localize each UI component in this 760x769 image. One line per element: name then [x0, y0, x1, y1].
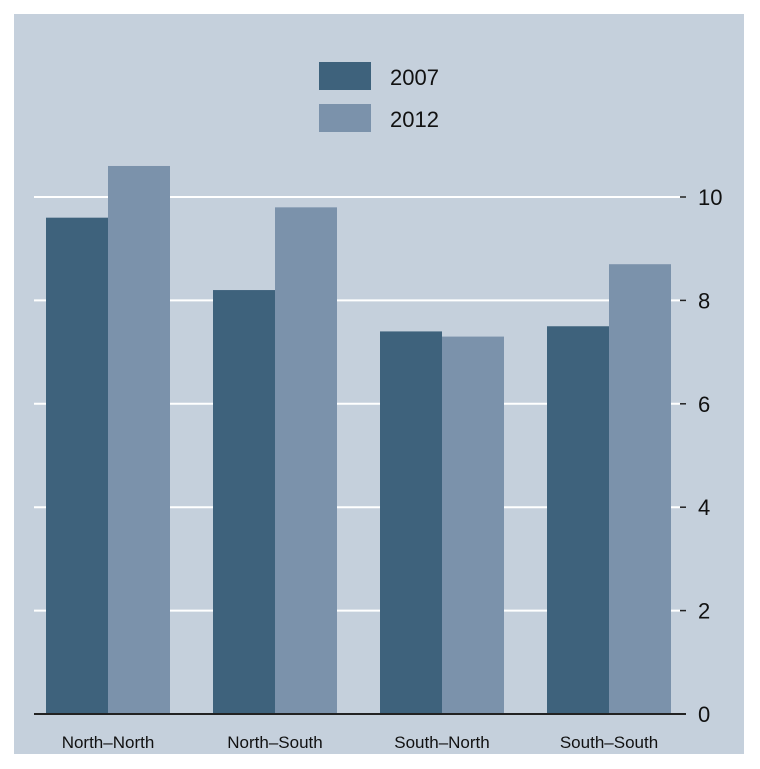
bar-2012-3: [609, 264, 671, 714]
bar-2007-1: [213, 290, 275, 714]
x-axis-category-labels: North–North North–South South–North South–S…: [62, 733, 658, 752]
bars: [46, 165, 671, 715]
legend: 2007 2012: [319, 62, 439, 132]
bar-2012-0: [108, 165, 170, 715]
bar-2012-2: [442, 336, 504, 714]
y-tick-label-8: 8: [698, 288, 710, 313]
bar-2007-0: [46, 217, 108, 714]
bar-2007-3: [547, 326, 609, 714]
legend-swatch-2007: [319, 62, 371, 90]
x-category-label-1: North–South: [227, 733, 322, 752]
y-axis-ticks: 0 2 4 6 8 10: [680, 185, 722, 727]
x-category-label-2: South–North: [394, 733, 489, 752]
bar-2012-1: [275, 207, 337, 714]
y-tick-label-2: 2: [698, 599, 710, 624]
legend-label-2007: 2007: [390, 65, 439, 90]
bar-2007-2: [380, 331, 442, 714]
x-category-label-3: South–South: [560, 733, 658, 752]
y-tick-label-10: 10: [698, 185, 722, 210]
legend-label-2012: 2012: [390, 107, 439, 132]
y-tick-label-4: 4: [698, 495, 710, 520]
y-tick-label-0: 0: [698, 702, 710, 727]
legend-swatch-2012: [319, 104, 371, 132]
x-category-label-0: North–North: [62, 733, 155, 752]
y-tick-label-6: 6: [698, 392, 710, 417]
